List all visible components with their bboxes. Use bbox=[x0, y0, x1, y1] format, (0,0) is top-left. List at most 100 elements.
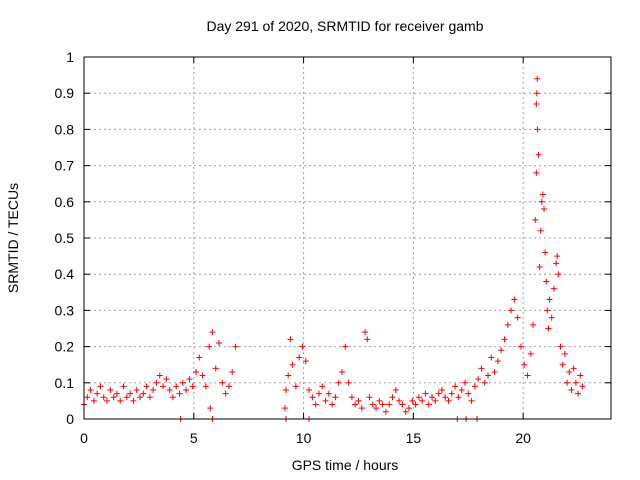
data-point bbox=[136, 394, 143, 401]
y-tick-label: 0.4 bbox=[55, 266, 75, 282]
data-point bbox=[332, 394, 339, 401]
data-point bbox=[396, 397, 403, 404]
data-point bbox=[478, 365, 485, 372]
y-axis-label: SRMTID / TECUs bbox=[5, 183, 21, 293]
data-point bbox=[485, 372, 492, 379]
y-tick-label: 0.2 bbox=[55, 339, 75, 355]
y-tick-label: 0 bbox=[66, 411, 74, 427]
axis-ticks: 00.10.20.30.40.50.60.70.80.910 5 10 15 20 bbox=[55, 49, 611, 446]
data-point bbox=[409, 397, 416, 404]
data-point bbox=[543, 278, 550, 285]
data-point bbox=[289, 361, 296, 368]
data-point bbox=[570, 365, 577, 372]
data-point bbox=[309, 394, 316, 401]
data-point bbox=[557, 343, 564, 350]
data-point bbox=[104, 397, 111, 404]
data-point bbox=[539, 191, 546, 198]
data-point bbox=[491, 368, 498, 375]
data-point bbox=[160, 383, 167, 390]
data-point bbox=[287, 336, 294, 343]
data-point bbox=[435, 390, 442, 397]
x-axis-label: GPS time / hours bbox=[292, 457, 399, 473]
data-point bbox=[146, 394, 153, 401]
data-point bbox=[504, 321, 511, 328]
data-point bbox=[342, 343, 349, 350]
data-point bbox=[545, 325, 552, 332]
data-point bbox=[442, 394, 449, 401]
x-tick-label: 10 bbox=[296, 430, 312, 446]
data-point bbox=[176, 390, 183, 397]
data-point bbox=[389, 394, 396, 401]
data-point bbox=[348, 394, 355, 401]
data-point bbox=[302, 358, 309, 365]
data-point bbox=[498, 347, 505, 354]
data-point bbox=[530, 321, 537, 328]
data-point bbox=[555, 271, 562, 278]
data-point bbox=[306, 387, 313, 394]
data-point bbox=[415, 394, 422, 401]
data-point bbox=[514, 314, 521, 321]
data-point bbox=[429, 394, 436, 401]
data-point bbox=[140, 390, 147, 397]
data-point bbox=[192, 368, 199, 375]
data-point bbox=[219, 379, 226, 386]
data-point bbox=[169, 394, 176, 401]
data-point bbox=[166, 387, 173, 394]
data-point bbox=[329, 401, 336, 408]
data-point bbox=[537, 227, 544, 234]
data-point bbox=[362, 329, 369, 336]
data-point bbox=[143, 383, 150, 390]
data-point bbox=[312, 401, 319, 408]
data-point bbox=[285, 372, 292, 379]
data-point bbox=[352, 401, 359, 408]
data-point bbox=[392, 387, 399, 394]
data-point bbox=[87, 387, 94, 394]
data-point bbox=[465, 390, 472, 397]
data-point bbox=[283, 387, 290, 394]
data-point bbox=[532, 216, 539, 223]
data-point bbox=[455, 394, 462, 401]
data-point bbox=[196, 354, 203, 361]
data-point bbox=[568, 387, 575, 394]
data-point bbox=[292, 383, 299, 390]
data-point bbox=[534, 126, 541, 133]
data-point bbox=[382, 408, 389, 415]
data-point bbox=[107, 387, 114, 394]
data-point bbox=[575, 390, 582, 397]
y-tick-label: 0.3 bbox=[55, 302, 75, 318]
data-point bbox=[536, 263, 543, 270]
data-point bbox=[369, 401, 376, 408]
data-point bbox=[376, 397, 383, 404]
data-point bbox=[207, 405, 214, 412]
data-point bbox=[471, 383, 478, 390]
data-point bbox=[358, 405, 365, 412]
data-point bbox=[130, 397, 137, 404]
data-point bbox=[173, 383, 180, 390]
data-point bbox=[501, 336, 508, 343]
data-point bbox=[452, 383, 459, 390]
data-point bbox=[438, 387, 445, 394]
data-point bbox=[548, 314, 555, 321]
data-point bbox=[206, 343, 213, 350]
data-point bbox=[216, 339, 223, 346]
data-point bbox=[524, 372, 531, 379]
data-point bbox=[508, 307, 515, 314]
data-point bbox=[299, 343, 306, 350]
data-point bbox=[296, 354, 303, 361]
data-point bbox=[538, 198, 545, 205]
data-point bbox=[110, 394, 117, 401]
data-point bbox=[373, 405, 380, 412]
data-point bbox=[120, 383, 127, 390]
data-point bbox=[533, 101, 540, 108]
data-point bbox=[153, 379, 160, 386]
data-point bbox=[461, 379, 468, 386]
y-tick-label: 1 bbox=[66, 49, 74, 65]
data-point bbox=[546, 296, 553, 303]
data-point bbox=[533, 90, 540, 97]
data-point bbox=[419, 397, 426, 404]
data-point bbox=[488, 354, 495, 361]
data-point bbox=[133, 387, 140, 394]
data-point bbox=[432, 397, 439, 404]
data-point bbox=[322, 397, 329, 404]
